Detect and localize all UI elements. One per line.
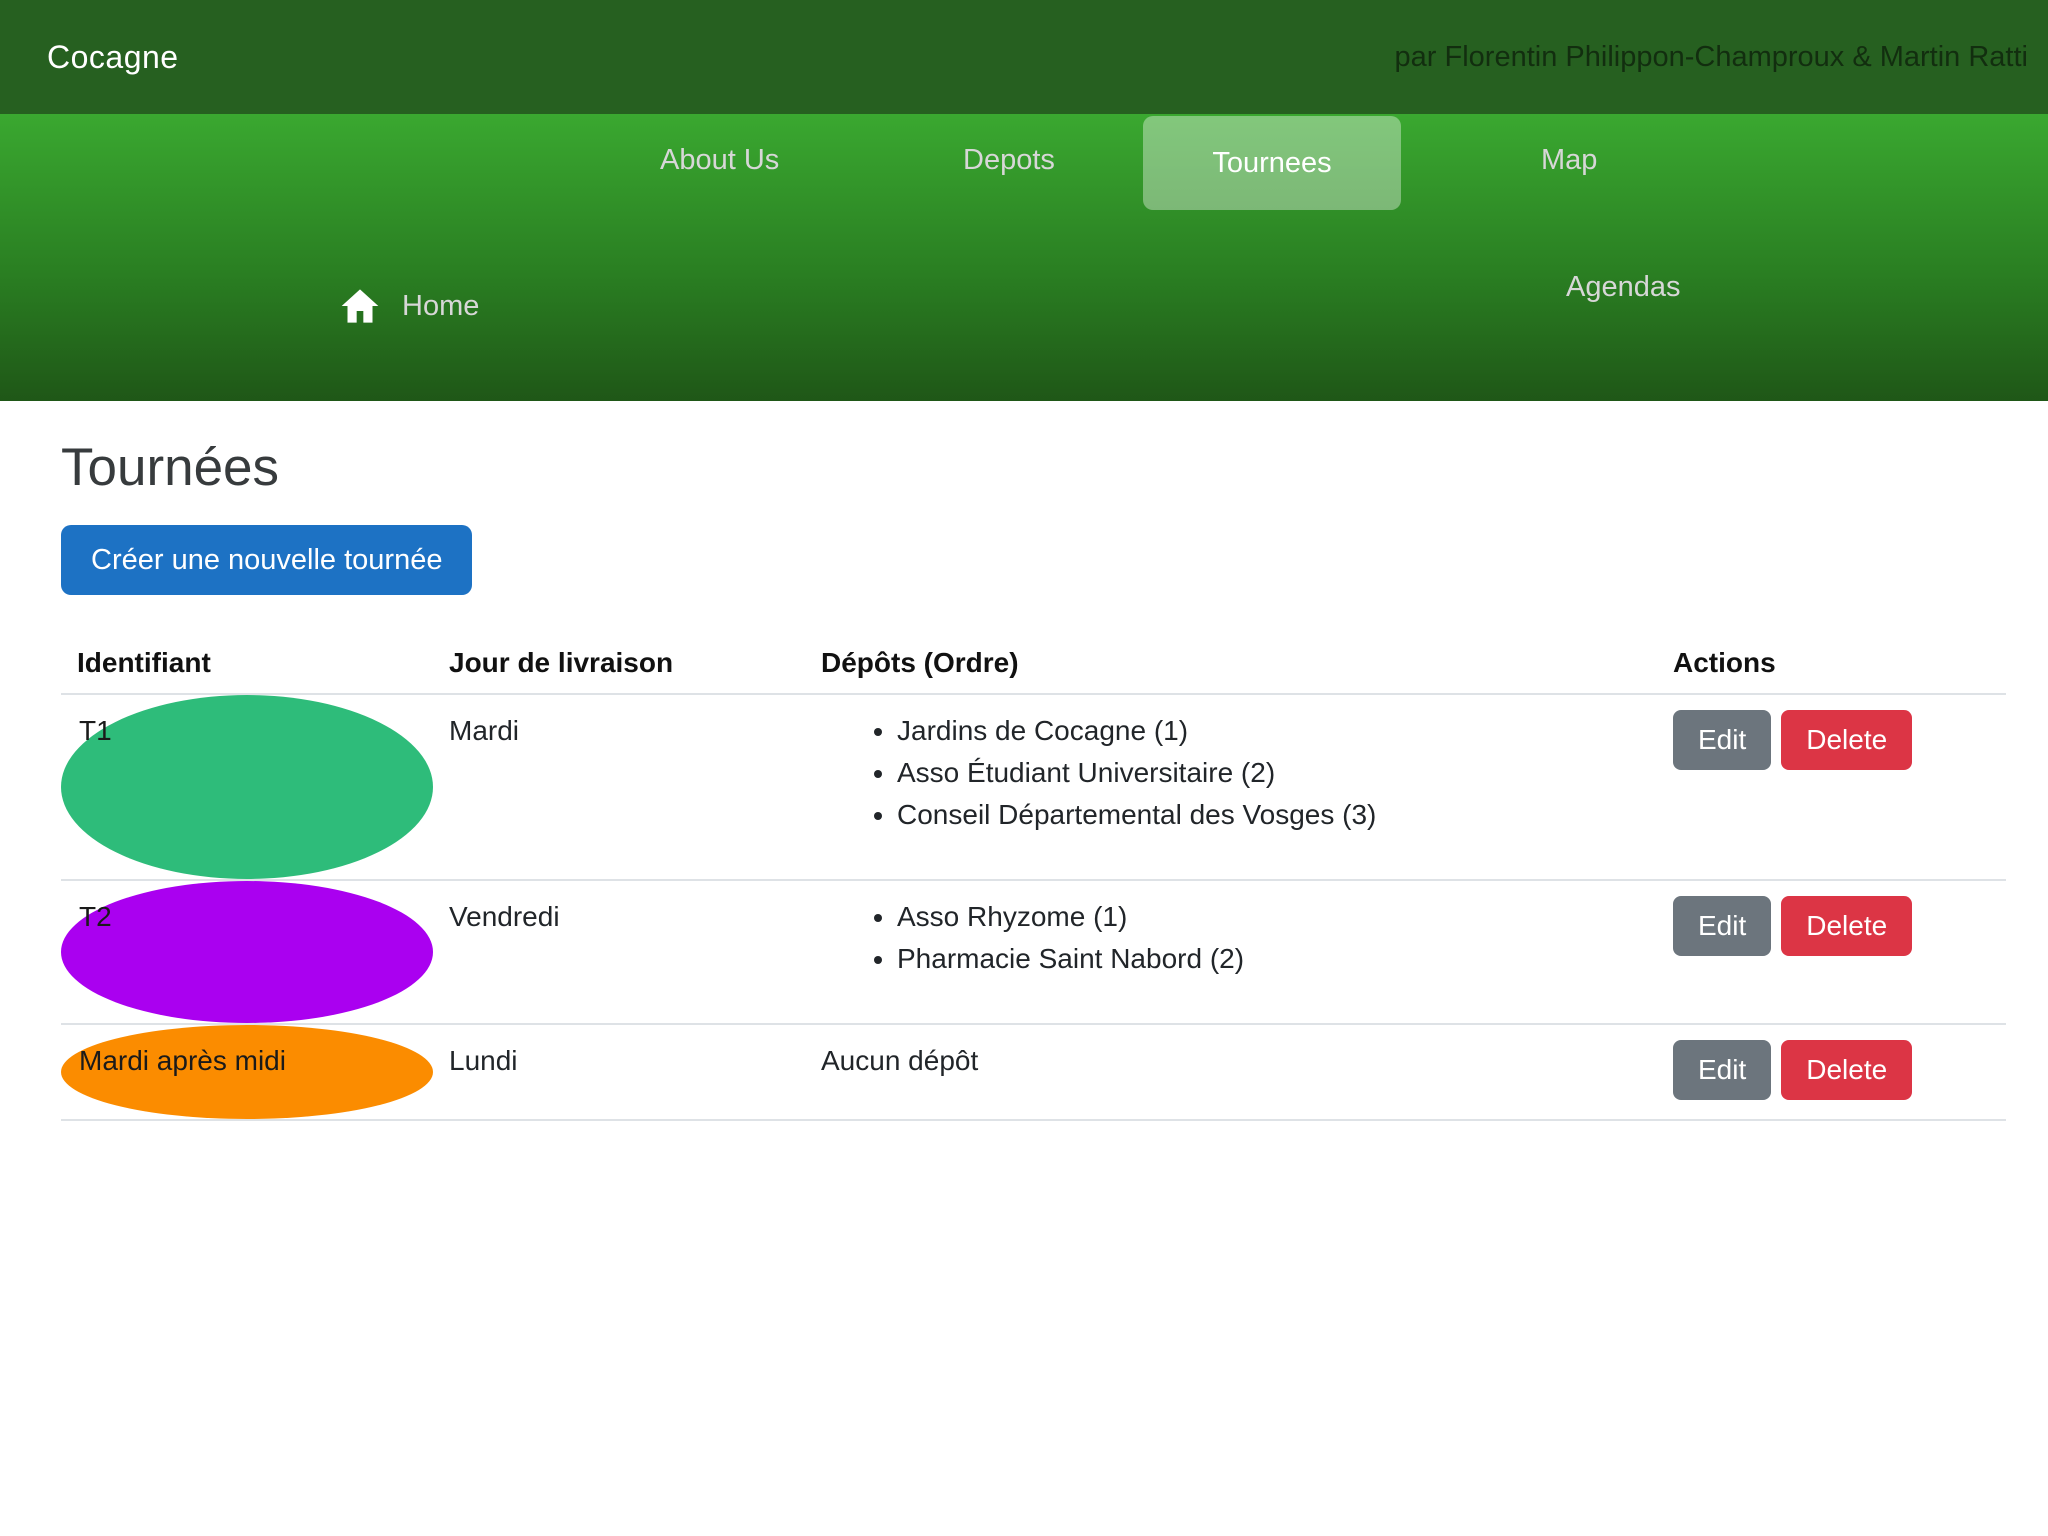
depot-item: Pharmacie Saint Nabord (2) bbox=[897, 938, 1641, 980]
tournee-id: T1 bbox=[79, 715, 112, 746]
table-row: Mardi après midi Lundi Aucun dépôt Edit … bbox=[61, 1024, 2006, 1121]
tournee-identifier-pill: Mardi après midi bbox=[61, 1025, 433, 1119]
app-brand[interactable]: Cocagne bbox=[47, 38, 179, 75]
nav-item-depots[interactable]: Depots bbox=[963, 144, 1055, 176]
header-depots-ordre: Dépôts (Ordre) bbox=[805, 633, 1657, 695]
nav-item-about-us[interactable]: About Us bbox=[660, 144, 780, 176]
edit-button[interactable]: Edit bbox=[1673, 1040, 1772, 1100]
create-tournee-button[interactable]: Créer une nouvelle tournée bbox=[61, 525, 473, 595]
delete-button[interactable]: Delete bbox=[1781, 1040, 1913, 1100]
authors-byline: par Florentin Philippon-Champroux & Mart… bbox=[1394, 40, 2028, 73]
page-title: Tournées bbox=[61, 438, 280, 497]
header-jour-de-livraison: Jour de livraison bbox=[433, 633, 805, 695]
depot-item: Conseil Départemental des Vosges (3) bbox=[897, 794, 1641, 836]
top-bar: Cocagne par Florentin Philippon-Champrou… bbox=[0, 0, 2048, 114]
depot-item: Asso Étudiant Universitaire (2) bbox=[897, 752, 1641, 794]
header-actions: Actions bbox=[1657, 633, 2006, 695]
depot-list: Jardins de Cocagne (1) Asso Étudiant Uni… bbox=[821, 710, 1641, 836]
tournees-table: Identifiant Jour de livraison Dépôts (Or… bbox=[61, 633, 2006, 1121]
tournee-identifier-pill: T1 bbox=[61, 695, 433, 879]
depot-item: Jardins de Cocagne (1) bbox=[897, 710, 1641, 752]
nav-item-home[interactable]: Home bbox=[340, 271, 479, 341]
nav-item-map[interactable]: Map bbox=[1541, 144, 1598, 176]
main-nav: Home About Us Depots Tournees Map Agenda… bbox=[0, 114, 2048, 401]
table-row: T1 Mardi Jardins de Cocagne (1) Asso Étu… bbox=[61, 694, 2006, 881]
header-identifiant: Identifiant bbox=[61, 633, 433, 695]
nav-item-tournees[interactable]: Tournees bbox=[1143, 116, 1401, 210]
no-depot-text: Aucun dépôt bbox=[805, 1024, 1657, 1121]
depot-item: Asso Rhyzome (1) bbox=[897, 896, 1641, 938]
main-content: Tournées Créer une nouvelle tournée Iden… bbox=[0, 401, 2048, 1121]
table-row: T2 Vendredi Asso Rhyzome (1) Pharmacie S… bbox=[61, 880, 2006, 1025]
delete-button[interactable]: Delete bbox=[1781, 896, 1913, 956]
delivery-day: Mardi bbox=[433, 694, 805, 881]
delivery-day: Vendredi bbox=[433, 880, 805, 1025]
delete-button[interactable]: Delete bbox=[1781, 710, 1913, 770]
nav-item-tournees-label: Tournees bbox=[1212, 146, 1332, 179]
edit-button[interactable]: Edit bbox=[1673, 710, 1772, 770]
home-icon bbox=[340, 285, 380, 327]
delivery-day: Lundi bbox=[433, 1024, 805, 1121]
tournee-identifier-pill: T2 bbox=[61, 881, 433, 1023]
table-header-row: Identifiant Jour de livraison Dépôts (Or… bbox=[61, 633, 2006, 695]
tournee-id: T2 bbox=[79, 901, 112, 932]
edit-button[interactable]: Edit bbox=[1673, 896, 1772, 956]
depot-list: Asso Rhyzome (1) Pharmacie Saint Nabord … bbox=[821, 896, 1641, 980]
nav-item-home-label: Home bbox=[402, 290, 480, 322]
nav-item-agendas[interactable]: Agendas bbox=[1566, 271, 1681, 303]
tournee-id: Mardi après midi bbox=[79, 1045, 286, 1076]
